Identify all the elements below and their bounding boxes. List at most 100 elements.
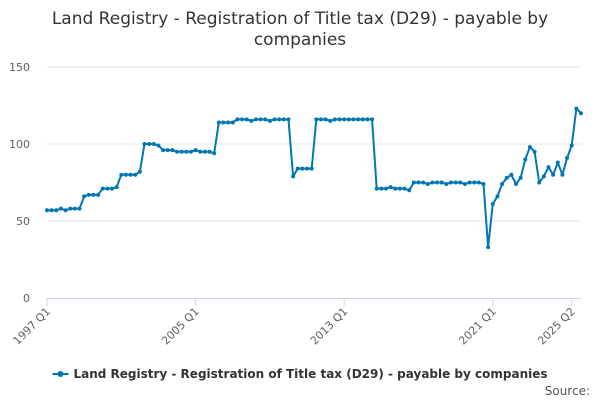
data-point[interactable]: [430, 180, 435, 185]
data-point[interactable]: [565, 155, 570, 160]
data-point[interactable]: [221, 120, 226, 125]
data-point[interactable]: [207, 149, 212, 154]
data-point[interactable]: [58, 206, 63, 211]
data-point[interactable]: [402, 186, 407, 191]
data-point[interactable]: [439, 180, 444, 185]
data-point[interactable]: [425, 182, 430, 187]
data-point[interactable]: [272, 117, 277, 122]
data-point[interactable]: [397, 186, 402, 191]
data-point[interactable]: [374, 186, 379, 191]
data-point[interactable]: [147, 142, 152, 146]
series-line[interactable]: [46, 107, 582, 249]
legend-label[interactable]: Land Registry - Registration of Title ta…: [73, 367, 547, 381]
data-point[interactable]: [96, 192, 101, 197]
data-point[interactable]: [110, 186, 115, 191]
data-point[interactable]: [216, 120, 221, 125]
data-point[interactable]: [574, 106, 579, 111]
data-point[interactable]: [513, 182, 518, 187]
data-point[interactable]: [351, 117, 356, 122]
data-point[interactable]: [490, 202, 495, 207]
data-point[interactable]: [226, 120, 231, 125]
data-point[interactable]: [472, 180, 477, 185]
data-point[interactable]: [495, 194, 500, 199]
data-point[interactable]: [448, 180, 453, 185]
data-point[interactable]: [105, 186, 110, 191]
data-point[interactable]: [72, 206, 77, 211]
data-point[interactable]: [462, 182, 467, 187]
data-point[interactable]: [305, 166, 310, 171]
data-point[interactable]: [560, 172, 565, 177]
data-point[interactable]: [244, 117, 249, 122]
data-point[interactable]: [569, 143, 574, 148]
data-point[interactable]: [541, 174, 546, 179]
data-point[interactable]: [411, 180, 416, 185]
data-point[interactable]: [123, 172, 128, 177]
data-point[interactable]: [161, 148, 166, 153]
data-point[interactable]: [453, 180, 458, 185]
data-point[interactable]: [328, 118, 333, 123]
data-point[interactable]: [91, 192, 96, 197]
data-point[interactable]: [54, 208, 59, 213]
data-point[interactable]: [360, 117, 365, 122]
data-point[interactable]: [198, 149, 203, 154]
data-point[interactable]: [309, 166, 314, 171]
data-point[interactable]: [518, 175, 523, 180]
data-point[interactable]: [332, 117, 337, 122]
data-point[interactable]: [551, 172, 556, 177]
data-point[interactable]: [281, 117, 286, 122]
data-point[interactable]: [555, 160, 560, 165]
data-point[interactable]: [45, 208, 49, 213]
data-point[interactable]: [314, 117, 319, 122]
data-point[interactable]: [142, 142, 147, 146]
data-point[interactable]: [546, 165, 551, 170]
data-point[interactable]: [337, 117, 342, 122]
credits-source[interactable]: Source:: [545, 384, 590, 398]
data-point[interactable]: [202, 149, 207, 154]
data-point[interactable]: [68, 206, 73, 211]
data-point[interactable]: [532, 149, 537, 154]
data-point[interactable]: [267, 118, 272, 123]
data-point[interactable]: [370, 117, 375, 122]
data-point[interactable]: [481, 182, 486, 187]
data-point[interactable]: [523, 157, 528, 162]
data-point[interactable]: [277, 117, 282, 122]
data-point[interactable]: [579, 111, 583, 116]
data-point[interactable]: [100, 186, 105, 191]
data-point[interactable]: [486, 245, 491, 250]
data-point[interactable]: [300, 166, 305, 171]
data-point[interactable]: [63, 208, 68, 213]
data-point[interactable]: [346, 117, 351, 122]
data-point[interactable]: [537, 180, 542, 185]
data-point[interactable]: [342, 117, 347, 122]
data-point[interactable]: [356, 117, 361, 122]
data-point[interactable]: [212, 151, 217, 156]
data-point[interactable]: [193, 148, 198, 153]
data-point[interactable]: [383, 186, 388, 191]
data-point[interactable]: [295, 166, 300, 171]
data-point[interactable]: [133, 172, 138, 177]
data-point[interactable]: [249, 118, 254, 123]
data-point[interactable]: [365, 117, 370, 122]
data-point[interactable]: [151, 142, 156, 146]
data-point[interactable]: [500, 182, 505, 187]
data-point[interactable]: [444, 182, 449, 187]
data-point[interactable]: [379, 186, 384, 191]
data-point[interactable]: [49, 208, 54, 213]
data-point[interactable]: [476, 180, 481, 185]
data-point[interactable]: [77, 206, 82, 211]
data-point[interactable]: [527, 145, 532, 150]
data-point[interactable]: [504, 175, 509, 180]
data-point[interactable]: [184, 149, 189, 154]
data-point[interactable]: [323, 117, 328, 122]
data-point[interactable]: [165, 148, 170, 153]
data-point[interactable]: [435, 180, 440, 185]
data-point[interactable]: [240, 117, 245, 122]
data-point[interactable]: [253, 117, 258, 122]
data-point[interactable]: [286, 117, 291, 122]
data-point[interactable]: [509, 172, 514, 177]
legend[interactable]: Land Registry - Registration of Title ta…: [52, 367, 548, 381]
legend-marker-symbol[interactable]: [57, 371, 64, 377]
data-point[interactable]: [82, 194, 87, 199]
data-point[interactable]: [128, 172, 133, 177]
data-point[interactable]: [188, 149, 193, 154]
